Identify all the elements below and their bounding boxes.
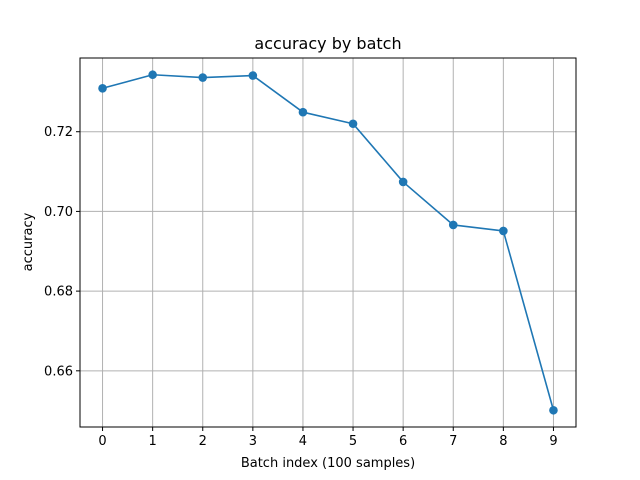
x-tick-label: 2 xyxy=(199,434,207,449)
data-point xyxy=(98,83,107,93)
x-tick-label: 5 xyxy=(349,434,357,449)
series-line xyxy=(102,73,555,411)
y-axis-label: accuracy xyxy=(21,212,36,271)
data-point xyxy=(448,220,458,230)
data-point xyxy=(549,405,558,415)
series-layer xyxy=(98,70,558,415)
data-point xyxy=(348,119,358,129)
ticks: 0 1 2 3 4 5 6 7 8 9 0.66 0.68 0.70 0.72 xyxy=(44,125,558,449)
data-point xyxy=(398,177,408,187)
y-tick-label: 0.66 xyxy=(44,364,73,379)
x-tick-label: 8 xyxy=(499,434,507,449)
x-tick-label: 7 xyxy=(449,434,457,449)
data-point xyxy=(298,107,308,117)
y-tick-label: 0.68 xyxy=(44,285,73,300)
plot-frame xyxy=(79,57,577,428)
x-tick-label: 6 xyxy=(399,434,407,449)
x-tick-label: 9 xyxy=(549,434,557,449)
data-point xyxy=(248,71,258,80)
data-point xyxy=(499,226,508,236)
x-tick-label: 1 xyxy=(149,434,157,449)
chart-title: accuracy by batch xyxy=(254,34,401,53)
x-axis-label: Batch index (100 samples) xyxy=(241,456,415,471)
y-tick-label: 0.72 xyxy=(44,125,73,140)
y-tick-label: 0.70 xyxy=(44,205,73,220)
x-tick-label: 4 xyxy=(299,434,307,449)
data-point xyxy=(148,70,157,80)
x-tick-label: 0 xyxy=(98,434,106,449)
x-tick-label: 3 xyxy=(249,434,257,449)
data-point xyxy=(198,73,208,82)
